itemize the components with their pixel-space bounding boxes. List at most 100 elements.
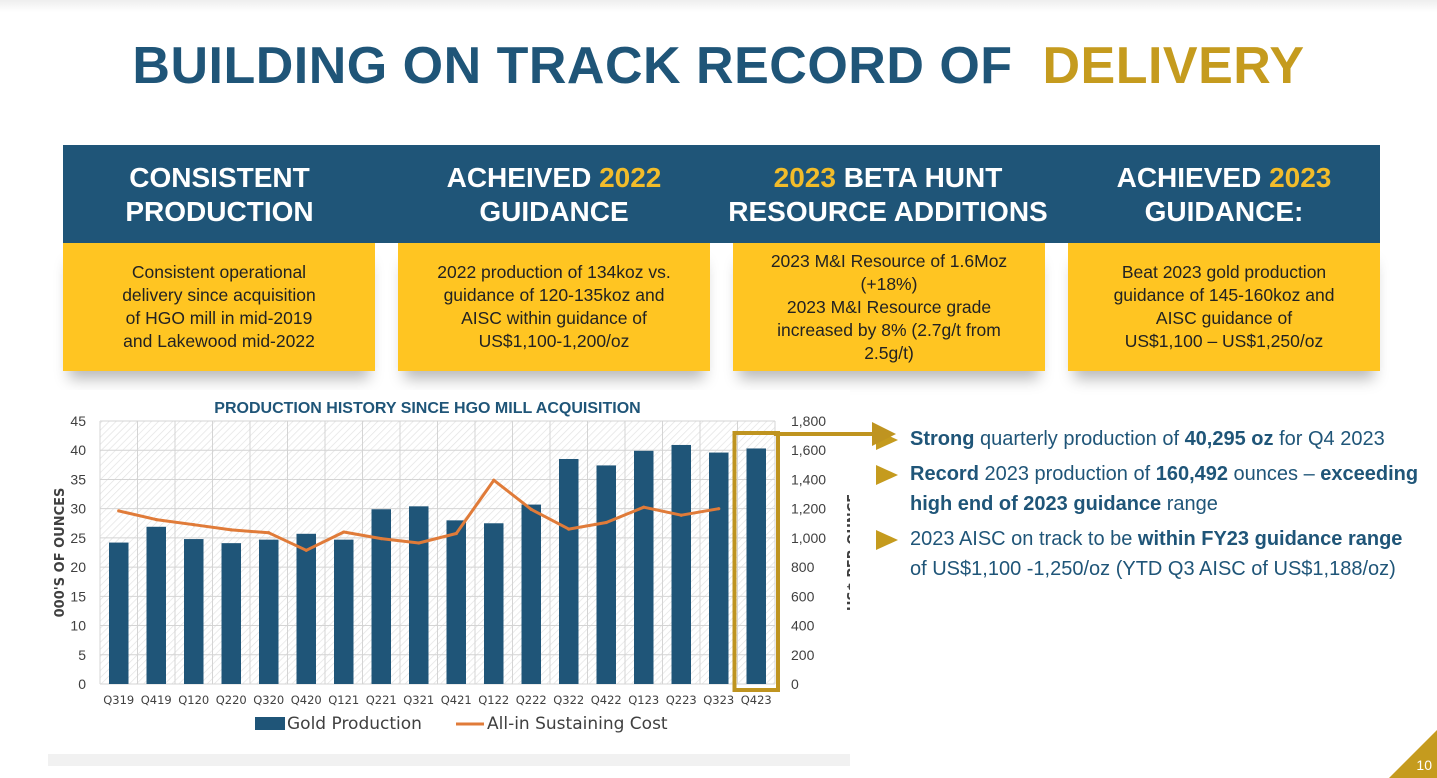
heading-text: GUIDANCE:: [1144, 196, 1304, 227]
bar-q419: [146, 526, 166, 684]
card-text-line: 2.5g/t): [864, 342, 914, 363]
card-text-line: and Lakewood mid-2022: [123, 331, 315, 351]
y2-tick-label: 1,400: [791, 471, 826, 487]
card-text-line: of HGO mill in mid-2019: [125, 308, 313, 328]
y-tick-label: 10: [70, 618, 86, 634]
x-tick-label: Q121: [328, 693, 359, 707]
heading-highlight: 2023: [773, 162, 836, 193]
column-heading-4: ACHIEVED 2023 GUIDANCE:: [1068, 155, 1380, 235]
chart-title: PRODUCTION HISTORY SINCE HGO MILL ACQUIS…: [214, 400, 640, 417]
card-text-line: US$1,100-1,200/oz: [478, 331, 630, 351]
chart-bottom-shade: [48, 754, 850, 766]
bar-q122: [484, 523, 504, 684]
card-text-line: AISC guidance of: [1155, 308, 1293, 328]
bar-q423: [746, 448, 766, 684]
aisc-point-q223: [679, 513, 683, 517]
bullet-emphasis: exceeding high end of 2023 guidance: [910, 463, 1419, 515]
x-tick-label: Q220: [216, 693, 247, 707]
aisc-point-q319: [117, 509, 121, 513]
x-tick-label: Q222: [516, 693, 547, 707]
y-tick-label: 35: [70, 471, 86, 487]
card-text-line: 2023 M&I Resource grade: [786, 296, 992, 317]
aisc-point-q419: [154, 518, 158, 522]
bullet-item: 2023 AISC on track to be within FY23 gui…: [876, 524, 1421, 584]
card-beta-hunt-resource: 2023 M&I Resource of 1.6Moz (+18%) 2023 M&…: [733, 243, 1045, 371]
heading-line: RESOURCE ADDITIONS: [714, 195, 1062, 229]
bullet-text: quarterly production of: [974, 428, 1185, 450]
y2-tick-label: 1,000: [791, 530, 826, 546]
heading-highlight: 2023: [1269, 162, 1332, 193]
production-chart: PRODUCTION HISTORY SINCE HGO MILL ACQUIS…: [53, 400, 850, 734]
heading-line: PRODUCTION: [63, 195, 376, 229]
bullet-item: Record 2023 production of 160,492 ounces…: [876, 459, 1421, 519]
y-tick-label: 30: [70, 501, 86, 517]
bar-q120: [184, 539, 204, 684]
card-text-line: (+18%): [860, 273, 918, 294]
bar-q323: [709, 452, 729, 684]
bar-q320: [259, 539, 279, 684]
bar-q222: [521, 504, 541, 684]
bar-q220: [221, 543, 241, 684]
y-tick-label: 25: [70, 530, 86, 546]
bar-q121: [334, 539, 354, 684]
column-heading-3: 2023 BETA HUNT RESOURCE ADDITIONS: [714, 155, 1062, 235]
aisc-point-q322: [567, 527, 571, 531]
card-text-line: guidance of 145-160koz and: [1113, 285, 1335, 305]
aisc-point-q323: [717, 507, 721, 511]
bullet-emphasis: Strong: [910, 428, 975, 450]
y-tick-label: 45: [70, 413, 86, 429]
page-corner-triangle: [1389, 730, 1437, 778]
aisc-point-q420: [304, 548, 308, 552]
legend-label-gold-production: Gold Production: [287, 714, 422, 734]
aisc-point-q122: [492, 478, 496, 482]
x-tick-label: Q221: [366, 693, 397, 707]
bullet-emphasis: 40,295 oz: [1184, 428, 1274, 450]
aisc-point-q220: [229, 528, 233, 532]
triangle-bullet-icon: [876, 430, 898, 450]
column-heading-1: CONSISTENT PRODUCTION: [63, 155, 376, 235]
legend-label-aisc: All-in Sustaining Cost: [487, 714, 668, 734]
x-tick-label: Q322: [553, 693, 584, 707]
heading-highlight: 2022: [599, 162, 662, 193]
y2-tick-label: 1,600: [791, 442, 826, 458]
x-tick-label: Q321: [403, 693, 434, 707]
card-text-line: 2022 production of 134koz vs.: [437, 262, 671, 282]
x-tick-label: Q423: [741, 693, 772, 707]
heading-text: ACHIEVED: [1116, 162, 1270, 193]
heading-text: BETA HUNT: [835, 162, 1003, 193]
aisc-point-q121: [342, 530, 346, 534]
x-tick-label: Q422: [591, 693, 622, 707]
triangle-bullet-icon: [876, 530, 898, 550]
triangle-bullet-icon: [876, 465, 898, 485]
aisc-point-q321: [417, 541, 421, 545]
card-consistent-production: Consistent operational delivery since acq…: [63, 243, 375, 371]
heading-line: GUIDANCE: [398, 195, 710, 229]
y2-tick-label: 0: [791, 676, 799, 692]
card-text-line: guidance of 120-135koz and: [443, 285, 665, 305]
page-number: 10: [1416, 757, 1432, 773]
bullet-emphasis: within FY23 guidance range: [1137, 528, 1403, 550]
y2-tick-label: 200: [791, 647, 815, 663]
bar-q221: [371, 509, 391, 684]
heading-text: RESOURCE ADDITIONS: [728, 196, 1048, 227]
x-tick-label: Q123: [628, 693, 659, 707]
bar-q322: [559, 458, 579, 684]
heading-line: GUIDANCE:: [1068, 195, 1380, 229]
x-tick-label: Q420: [291, 693, 322, 707]
x-tick-label: Q320: [253, 693, 284, 707]
bar-q422: [596, 465, 616, 684]
y-tick-label: 5: [78, 647, 86, 663]
card-text-line: delivery since acquisition: [122, 285, 316, 305]
bar-q123: [634, 450, 654, 684]
aisc-point-q120: [192, 523, 196, 527]
x-tick-label: Q223: [666, 693, 697, 707]
bullet-emphasis: Record: [910, 463, 979, 485]
heading-text: PRODUCTION: [125, 196, 314, 227]
heading-text: GUIDANCE: [479, 196, 629, 227]
bullet-emphasis: 160,492: [1155, 463, 1228, 485]
card-text-line: Consistent operational: [131, 262, 307, 282]
card-text-line: 2023 M&I Resource of 1.6Moz: [770, 250, 1008, 271]
bullet-text: 2023 AISC on track to be: [910, 528, 1138, 550]
x-tick-label: Q421: [441, 693, 472, 707]
bar-q321: [409, 506, 429, 684]
